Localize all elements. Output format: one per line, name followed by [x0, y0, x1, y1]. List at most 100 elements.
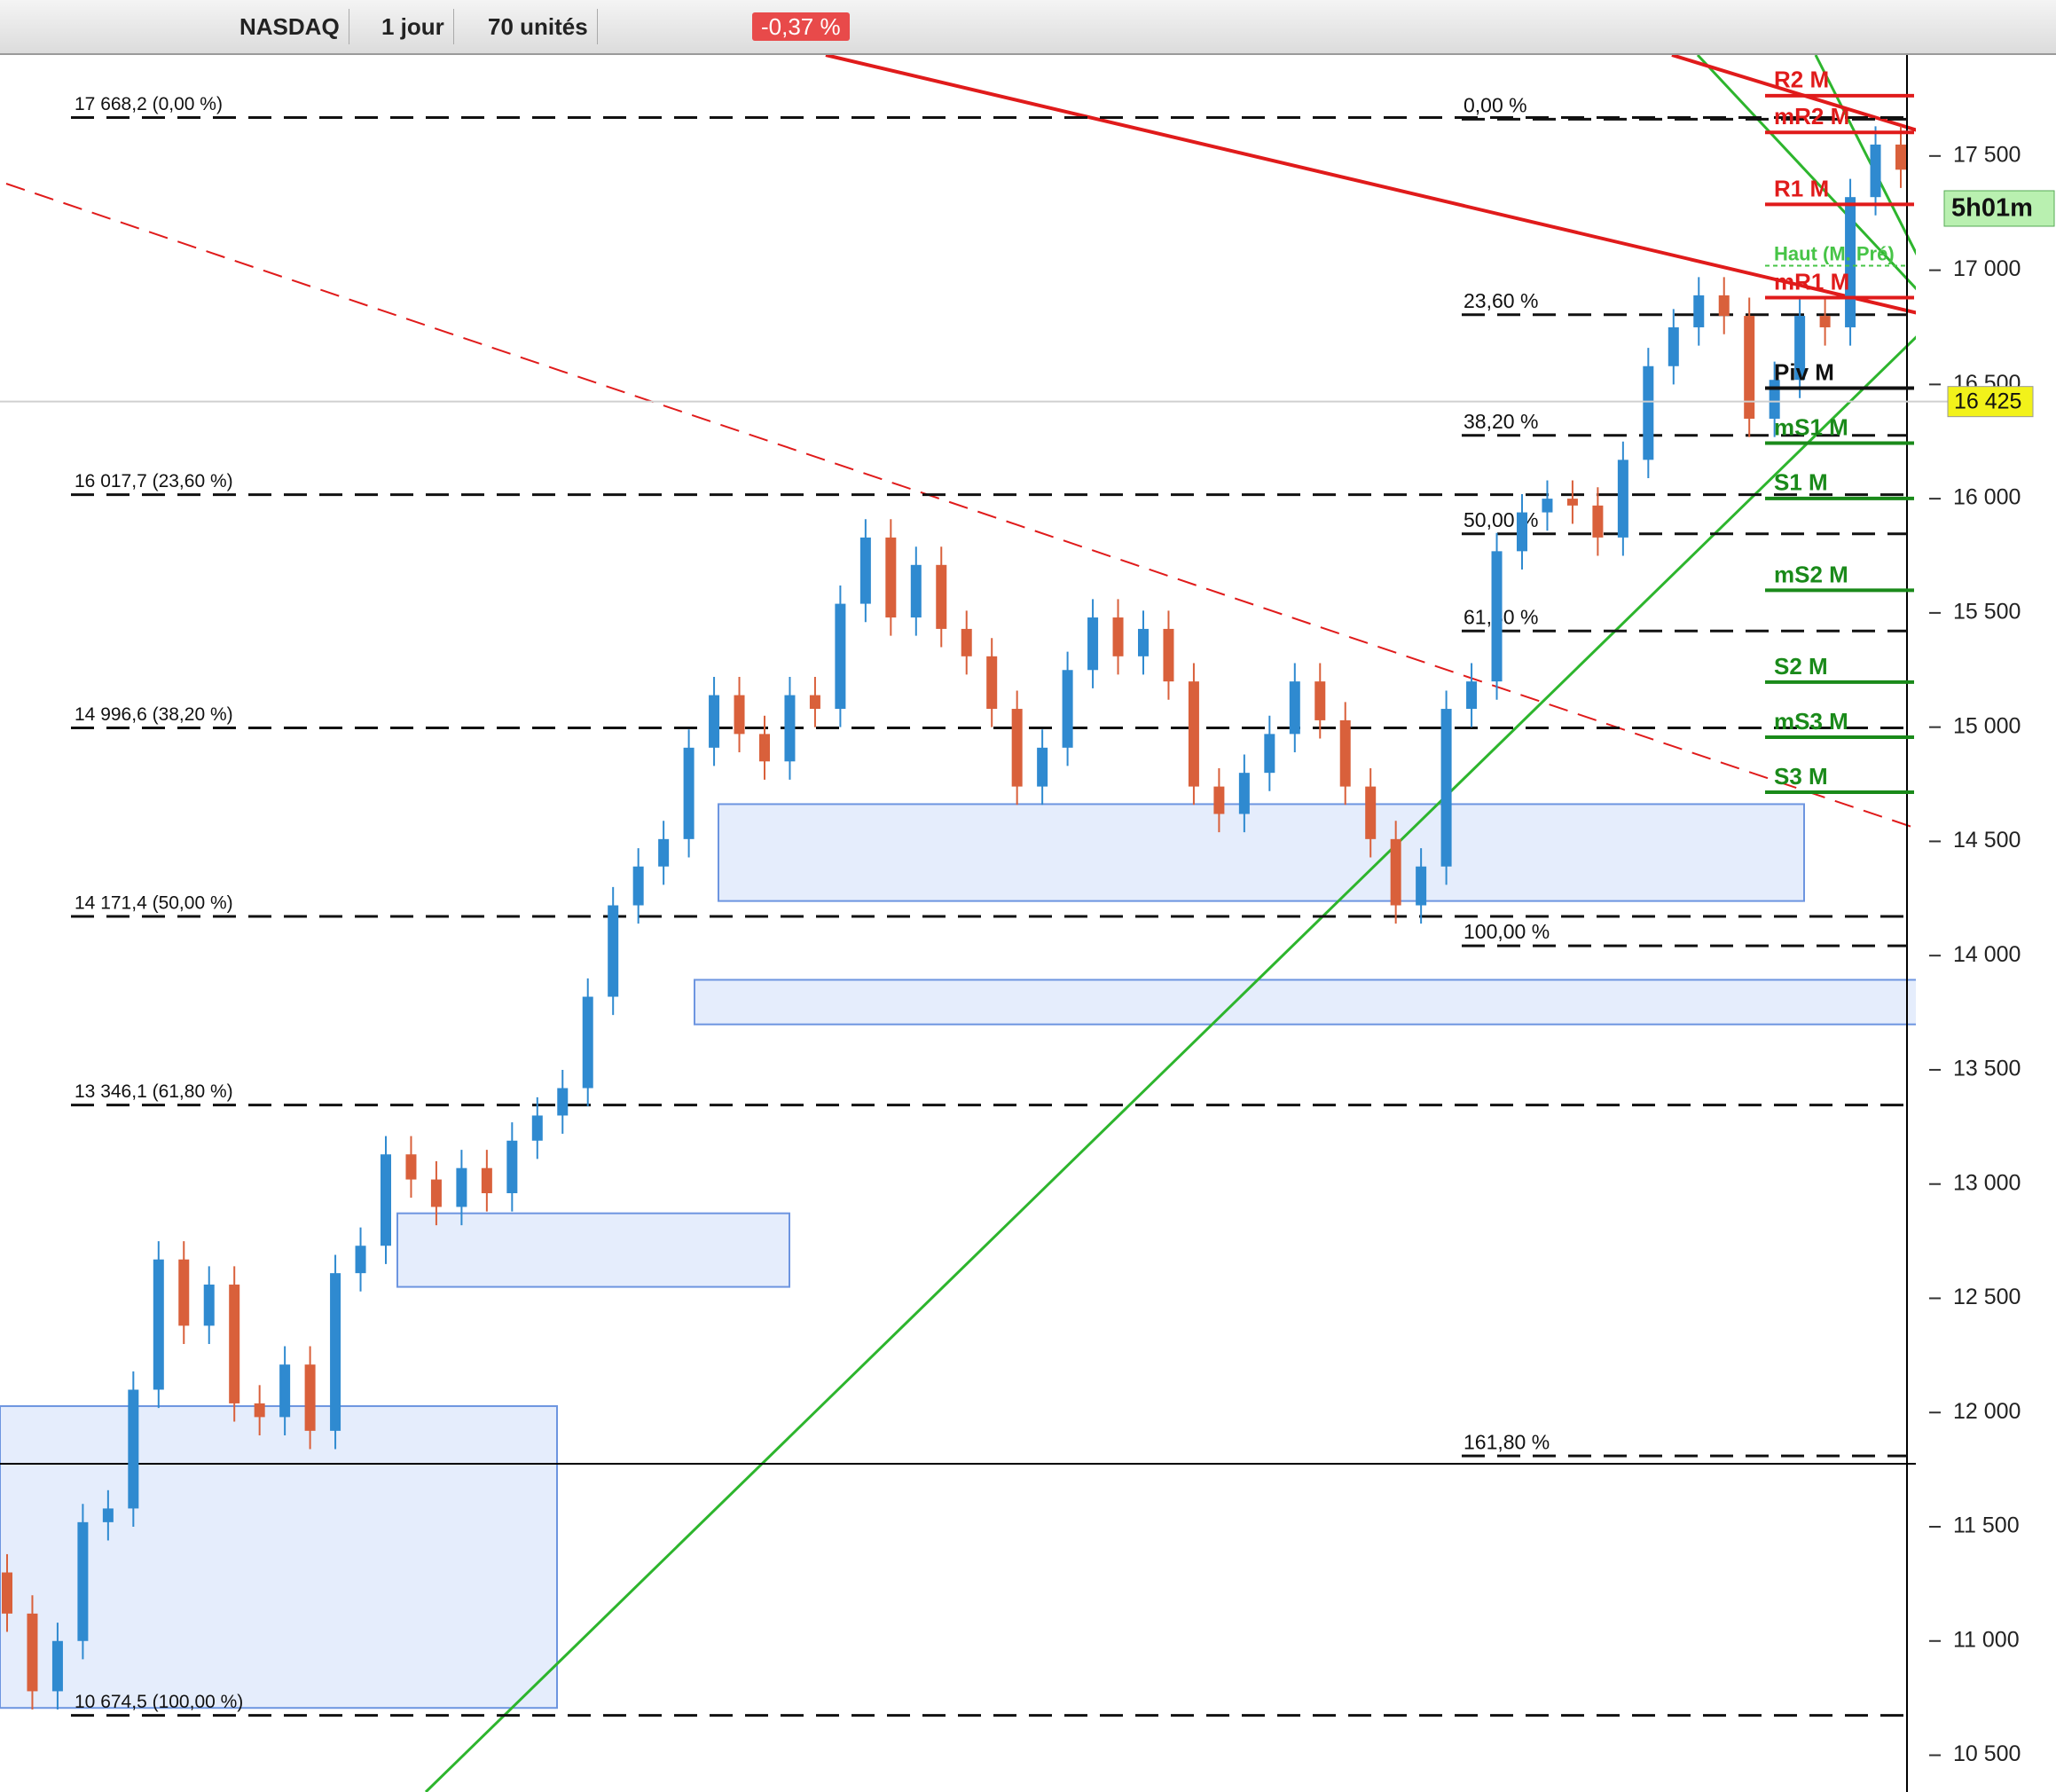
candle-body: [1668, 326, 1679, 366]
toolbar: NASDAQ 1 jour 70 unités -0,37 %: [0, 0, 2056, 55]
candle-body: [1466, 681, 1478, 710]
y-tick-label: 15 000: [1953, 713, 2021, 738]
candle-body: [128, 1389, 139, 1509]
candle-body: [608, 905, 619, 997]
y-tick-label: 11 500: [1953, 1513, 2020, 1538]
countdown-label: 5h01m: [1951, 194, 2033, 223]
y-tick-label: 14 000: [1953, 942, 2021, 967]
fib-label: 17 668,2 (0,00 %): [75, 94, 223, 114]
candle-body: [1339, 719, 1351, 787]
candle-body: [2, 1572, 12, 1614]
candle-body: [632, 866, 644, 906]
fib-label: 23,60 %: [1464, 289, 1538, 312]
candle-body: [910, 564, 922, 618]
candle-body: [51, 1640, 63, 1692]
y-tick-label: 15 500: [1953, 599, 2021, 624]
candle-body: [683, 747, 694, 839]
candle-body: [1213, 786, 1225, 814]
candle-body: [1314, 681, 1326, 720]
candle-body: [1390, 838, 1401, 906]
fib-label: 161,80 %: [1464, 1430, 1550, 1453]
y-tick-label: 10 500: [1953, 1741, 2021, 1766]
prior-high-label: Haut (M. Pré): [1774, 242, 1895, 264]
chart: 17 668,2 (0,00 %) 16 017,7 (23,60 %) 14 99…: [0, 55, 2056, 1792]
pivot-label: mS1 M: [1774, 413, 1848, 440]
candle-body: [102, 1508, 114, 1522]
trend-line: [1696, 55, 1942, 317]
candle-body: [784, 695, 796, 762]
trend-line: [5, 183, 1942, 837]
candle-body: [1744, 316, 1755, 419]
candle-body: [77, 1521, 89, 1641]
candle-body: [1289, 681, 1300, 735]
candle-body: [506, 1140, 518, 1194]
units[interactable]: 70 unités: [479, 9, 598, 44]
fib-label: 16 017,7 (23,60 %): [75, 471, 233, 491]
countdown-tag: [1943, 190, 2055, 227]
fib-label: 14 171,4 (50,00 %): [75, 893, 233, 914]
y-tick-label: 14 500: [1953, 828, 2021, 853]
candle-body: [759, 734, 770, 762]
candle-body: [229, 1285, 240, 1403]
candle-body: [355, 1246, 366, 1274]
candle-body: [203, 1285, 215, 1326]
candle-body: [1870, 144, 1881, 198]
symbol[interactable]: NASDAQ: [169, 9, 349, 44]
zone: [0, 1405, 558, 1709]
candle-body: [1416, 866, 1427, 906]
candle-body: [1819, 316, 1831, 327]
candle-body: [1062, 670, 1073, 748]
candle-body: [1845, 197, 1856, 327]
candle-body: [1643, 365, 1654, 460]
candle-body: [1718, 295, 1730, 317]
candle-body: [330, 1273, 341, 1431]
candle-body: [405, 1154, 417, 1180]
candle-body: [1440, 709, 1452, 867]
pivot-label: R2 M: [1774, 67, 1829, 93]
candle-body: [1238, 773, 1250, 814]
y-tick-label: 16 000: [1953, 485, 2021, 510]
candle-body: [279, 1364, 291, 1418]
candle-body: [254, 1403, 265, 1418]
zone: [694, 979, 1942, 1026]
candle-body: [1542, 499, 1553, 513]
candle-body: [1693, 295, 1705, 327]
candle-body: [304, 1364, 316, 1431]
fib-label: 13 346,1 (61,80 %): [75, 1081, 233, 1102]
pivot-label: S1 M: [1774, 469, 1828, 496]
candle-body: [986, 656, 998, 710]
candle-body: [658, 838, 670, 867]
fib-label: 38,20 %: [1464, 410, 1538, 433]
y-tick-label: 17 500: [1953, 142, 2021, 167]
y-tick-label: 12 000: [1953, 1399, 2021, 1424]
y-tick-label: 12 500: [1953, 1285, 2021, 1309]
candle-body: [1365, 786, 1377, 839]
candle-body: [1895, 144, 1906, 170]
pivot-label: Piv M: [1774, 358, 1834, 385]
candle-body: [381, 1154, 391, 1246]
period[interactable]: 1 jour: [373, 9, 454, 44]
candle-body: [1087, 617, 1099, 671]
trend-line: [424, 311, 1942, 1792]
candle-body: [1037, 747, 1048, 787]
zone: [718, 803, 1805, 902]
pivot-label: mR2 M: [1774, 103, 1849, 130]
candle-body: [936, 564, 947, 629]
candle-body: [1264, 734, 1275, 774]
candle-body: [1592, 505, 1604, 538]
trend-line: [825, 55, 1942, 320]
candle-body: [835, 603, 846, 710]
candle-body: [27, 1613, 38, 1692]
candle-body: [456, 1167, 467, 1207]
last-price-tag: [1947, 386, 2034, 418]
candle-body: [885, 537, 897, 618]
candle-body: [178, 1259, 190, 1326]
candle-body: [1188, 681, 1199, 787]
pivot-label: S2 M: [1774, 653, 1828, 680]
fib-label: 0,00 %: [1464, 93, 1527, 116]
candle-body: [582, 996, 593, 1089]
y-tick-label: 11 000: [1953, 1627, 2020, 1652]
candle-body: [1617, 460, 1628, 538]
axis-panel: [1916, 55, 2056, 1792]
